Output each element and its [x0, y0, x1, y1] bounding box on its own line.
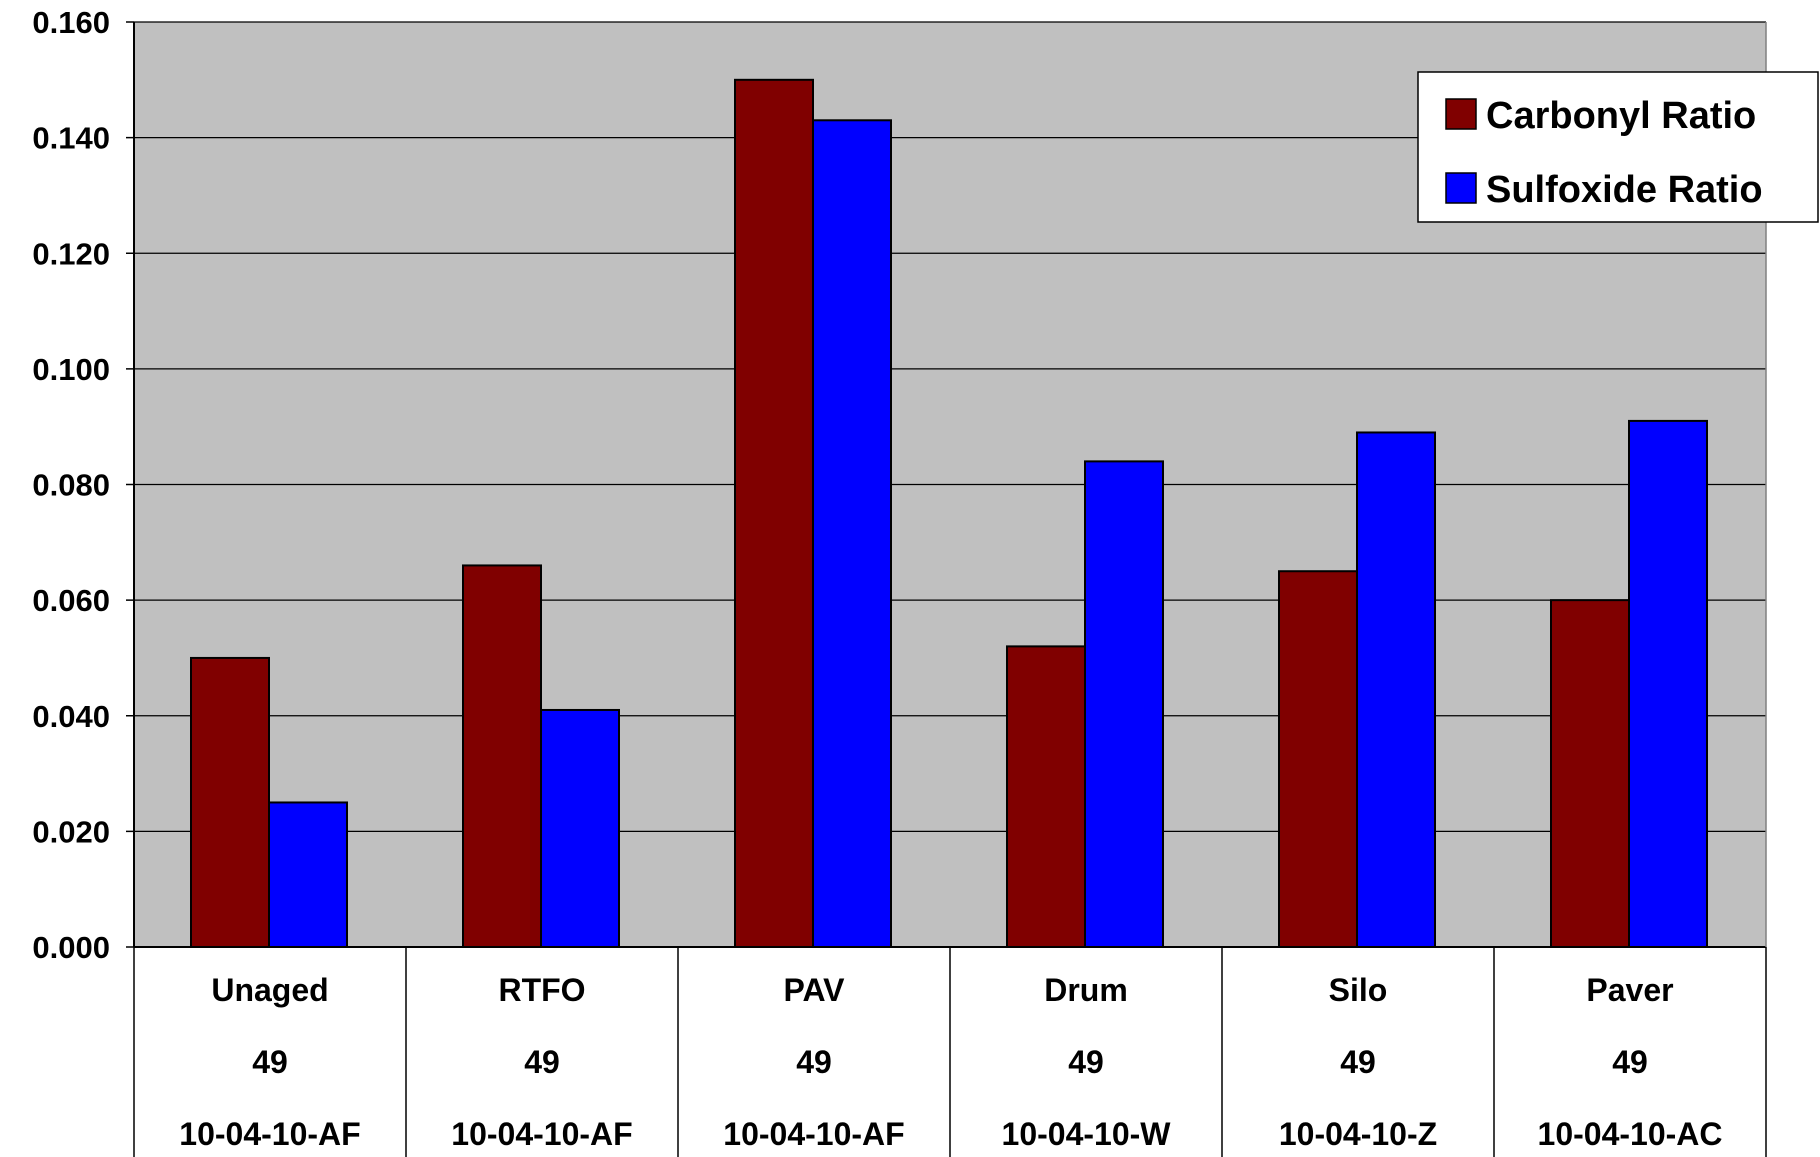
category-label: 10-04-10-AC	[1538, 1116, 1723, 1152]
category-label: 10-04-10-W	[1002, 1116, 1172, 1152]
legend-swatch-sulfoxide-ratio	[1445, 172, 1477, 204]
bar-sulfoxide-ratio	[1084, 460, 1164, 948]
category-label: 49	[1612, 1044, 1648, 1080]
legend-label: Carbonyl Ratio	[1486, 95, 1756, 137]
category-label: Drum	[1044, 972, 1128, 1008]
bar-sulfoxide-ratio	[1628, 419, 1708, 948]
legend-label: Sulfoxide Ratio	[1486, 169, 1763, 211]
category-label: 10-04-10-AF	[451, 1116, 632, 1152]
bar-carbonyl-ratio	[190, 656, 270, 948]
bar-carbonyl-ratio	[1550, 599, 1630, 948]
category-label: 10-04-10-Z	[1279, 1116, 1437, 1152]
y-tick-label: 0.040	[32, 699, 110, 734]
y-tick-label: 0.020	[32, 814, 110, 849]
bar-carbonyl-ratio	[1278, 570, 1358, 948]
y-tick-label: 0.140	[32, 121, 110, 156]
bar-sulfoxide-ratio	[268, 801, 348, 948]
y-tick-label: 0.060	[32, 583, 110, 618]
legend-swatch-carbonyl-ratio	[1445, 98, 1477, 130]
category-label: PAV	[783, 972, 845, 1008]
y-tick-label: 0.080	[32, 468, 110, 503]
category-label: Paver	[1586, 972, 1673, 1008]
category-label: 10-04-10-AF	[179, 1116, 360, 1152]
legend-box	[1417, 71, 1819, 223]
y-tick-label: 0.120	[32, 236, 110, 271]
bar-carbonyl-ratio	[1006, 645, 1086, 948]
category-label: Unaged	[211, 972, 328, 1008]
category-label: 10-04-10-AF	[723, 1116, 904, 1152]
category-label: RTFO	[498, 972, 585, 1008]
category-label: 49	[524, 1044, 560, 1080]
category-label: 49	[1068, 1044, 1104, 1080]
bar-carbonyl-ratio	[462, 564, 542, 948]
y-tick-label: 0.160	[32, 5, 110, 40]
category-label: 49	[796, 1044, 832, 1080]
y-tick-label: 0.000	[32, 930, 110, 965]
bar-sulfoxide-ratio	[812, 119, 892, 948]
category-label: 49	[1340, 1044, 1376, 1080]
bar-sulfoxide-ratio	[1356, 431, 1436, 948]
category-label: Silo	[1329, 972, 1388, 1008]
bar-carbonyl-ratio	[734, 78, 814, 948]
category-label: 49	[252, 1044, 288, 1080]
y-tick-label: 0.100	[32, 352, 110, 387]
bar-sulfoxide-ratio	[540, 708, 620, 948]
